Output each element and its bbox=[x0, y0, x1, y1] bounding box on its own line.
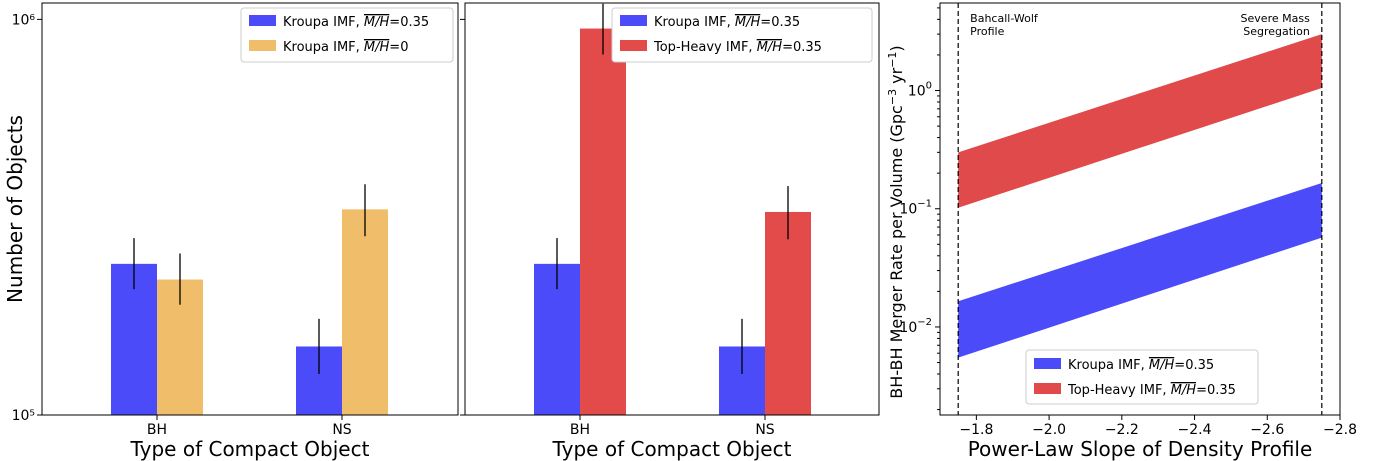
band-top-heavy bbox=[958, 34, 1322, 208]
annotation-text: Bahcall-Wolf bbox=[970, 12, 1039, 25]
x-tick-label: BH bbox=[570, 422, 590, 438]
legend-frame bbox=[611, 7, 873, 63]
x-tick-label: −2.2 bbox=[1105, 422, 1139, 438]
y-tick-label: 10−1 bbox=[899, 199, 932, 218]
legend-label-overlined: M/H bbox=[757, 40, 783, 55]
legend-label-tail: =0.35 bbox=[1196, 383, 1236, 398]
x-tick-label: −2.0 bbox=[1032, 422, 1066, 438]
y-axis-label-part: BH-BH Merger Rate per Volume (Gpc bbox=[887, 105, 906, 399]
legend-label-base: Top-Heavy IMF, bbox=[1067, 383, 1171, 398]
axes-frame bbox=[41, 2, 459, 416]
y-tick-label: 10−2 bbox=[899, 317, 932, 336]
legend-swatch bbox=[620, 15, 647, 26]
y-axis-label-part: −3 bbox=[886, 89, 899, 105]
tick-base: 10 bbox=[899, 320, 917, 336]
axes-frame bbox=[464, 2, 880, 416]
y-tick-label: 10⁶ bbox=[12, 12, 36, 28]
x-axis-label: Type of Compact Object bbox=[552, 437, 792, 461]
x-axis-label: Power-Law Slope of Density Profile bbox=[968, 437, 1313, 461]
y-axis-label: Number of Objects bbox=[3, 115, 27, 303]
bar-top-heavy-ns bbox=[765, 211, 811, 415]
y-tick-label: 100 bbox=[908, 81, 932, 100]
x-tick-label: −1.8 bbox=[959, 422, 993, 438]
y-axis-label-part: −1 bbox=[886, 52, 899, 68]
legend-label-overlined: M/H bbox=[364, 40, 390, 55]
legend-label: Kroupa IMF, M/H=0.35 bbox=[283, 15, 429, 30]
x-tick-label: NS bbox=[332, 422, 351, 438]
legend-label: Kroupa IMF, M/H=0.35 bbox=[1068, 358, 1214, 373]
x-tick-label: −2.4 bbox=[1178, 422, 1212, 438]
legend-label-overlined: M/H bbox=[1171, 383, 1197, 398]
legend-label-base: Kroupa IMF, bbox=[1068, 358, 1149, 373]
bar-panel-1: BH NS 10⁵ 10⁶ Type of Compact Object Kroupa I… bbox=[12, 2, 459, 461]
tick-exponent: −1 bbox=[917, 199, 932, 210]
tick-exponent: 0 bbox=[926, 81, 932, 92]
legend-label: Top-Heavy IMF, M/H=0.35 bbox=[1067, 383, 1236, 398]
band-kroupa bbox=[958, 183, 1322, 358]
x-tick-label: NS bbox=[755, 422, 774, 438]
legend-swatch bbox=[1034, 383, 1061, 394]
legend-label-tail: =0.35 bbox=[1174, 358, 1214, 373]
bar-top-heavy-bh bbox=[580, 28, 626, 416]
legend-frame bbox=[240, 7, 454, 63]
legend-label-tail: =0.35 bbox=[782, 40, 822, 55]
annotation-text: Severe Mass bbox=[1241, 12, 1311, 25]
tick-base: 10 bbox=[908, 84, 926, 100]
y-axis-label-part: yr bbox=[887, 67, 906, 89]
legend-swatch bbox=[249, 15, 276, 26]
legend-label-base: Top-Heavy IMF, bbox=[653, 40, 757, 55]
tick-base: 10 bbox=[899, 202, 917, 218]
legend-label: Kroupa IMF, M/H=0 bbox=[283, 40, 408, 55]
legend-frame bbox=[1025, 349, 1259, 405]
annotation-text: Segregation bbox=[1243, 25, 1310, 38]
legend-label-base: Kroupa IMF, bbox=[654, 15, 735, 30]
legend-label: Kroupa IMF, M/H=0.35 bbox=[654, 15, 800, 30]
annotation-text: Profile bbox=[970, 25, 1004, 38]
legend-label-tail: =0.35 bbox=[760, 15, 800, 30]
bar-kroupa-ns bbox=[342, 209, 388, 415]
legend-swatch bbox=[249, 40, 276, 51]
legend-swatch bbox=[620, 40, 647, 51]
legend-label-tail: =0 bbox=[389, 40, 408, 55]
x-tick-label: −2.8 bbox=[1323, 422, 1357, 438]
x-axis-label: Type of Compact Object bbox=[130, 437, 370, 461]
y-axis-label-part: ) bbox=[887, 45, 906, 51]
y-tick-label: 10⁵ bbox=[12, 408, 35, 424]
x-tick-label: −2.6 bbox=[1250, 422, 1284, 438]
legend-label-overlined: M/H bbox=[1149, 358, 1175, 373]
x-tick-label: BH bbox=[147, 422, 167, 438]
legend-label-base: Kroupa IMF, bbox=[283, 40, 364, 55]
legend-swatch bbox=[1034, 358, 1061, 369]
y-axis-label: BH-BH Merger Rate per Volume (Gpc−3 yr−1… bbox=[886, 45, 906, 398]
legend-label: Top-Heavy IMF, M/H=0.35 bbox=[653, 40, 822, 55]
legend-label-tail: =0.35 bbox=[389, 15, 429, 30]
legend-label-overlined: M/H bbox=[735, 15, 761, 30]
tick-exponent: −2 bbox=[917, 317, 932, 328]
legend-label-overlined: M/H bbox=[364, 15, 390, 30]
legend-label-base: Kroupa IMF, bbox=[283, 15, 364, 30]
